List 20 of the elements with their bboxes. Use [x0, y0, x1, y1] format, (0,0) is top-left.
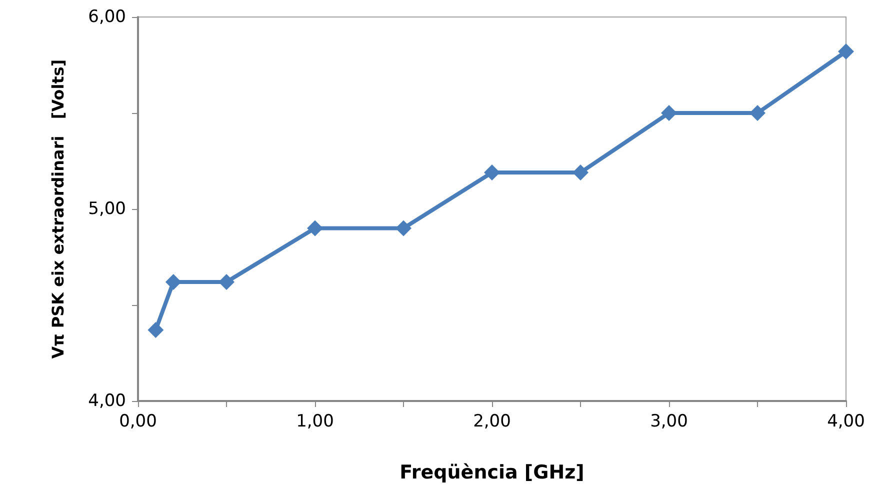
- x-axis-title: Freqüència [GHz]: [400, 462, 584, 484]
- x-tick-label: 1,00: [296, 412, 334, 432]
- point: [661, 105, 677, 121]
- y-axis-title: Vπ PSK eix extraordinari [Volts]: [48, 59, 68, 359]
- point: [307, 220, 323, 236]
- y-tick-label: 5,00: [88, 199, 126, 219]
- point: [165, 274, 182, 290]
- point: [148, 322, 164, 338]
- point: [218, 274, 234, 290]
- point: [572, 164, 588, 181]
- point: [396, 220, 412, 236]
- x-tick-label: 2,00: [473, 412, 511, 432]
- x-tick-label: 3,00: [650, 412, 688, 432]
- y-tick-label: 6,00: [88, 7, 126, 27]
- point: [750, 105, 766, 121]
- y-tick-label: 4,00: [88, 391, 126, 411]
- x-tick-label: 4,00: [827, 412, 865, 432]
- point: [838, 44, 854, 60]
- point: [484, 164, 500, 181]
- x-tick-label: 0,00: [119, 412, 157, 432]
